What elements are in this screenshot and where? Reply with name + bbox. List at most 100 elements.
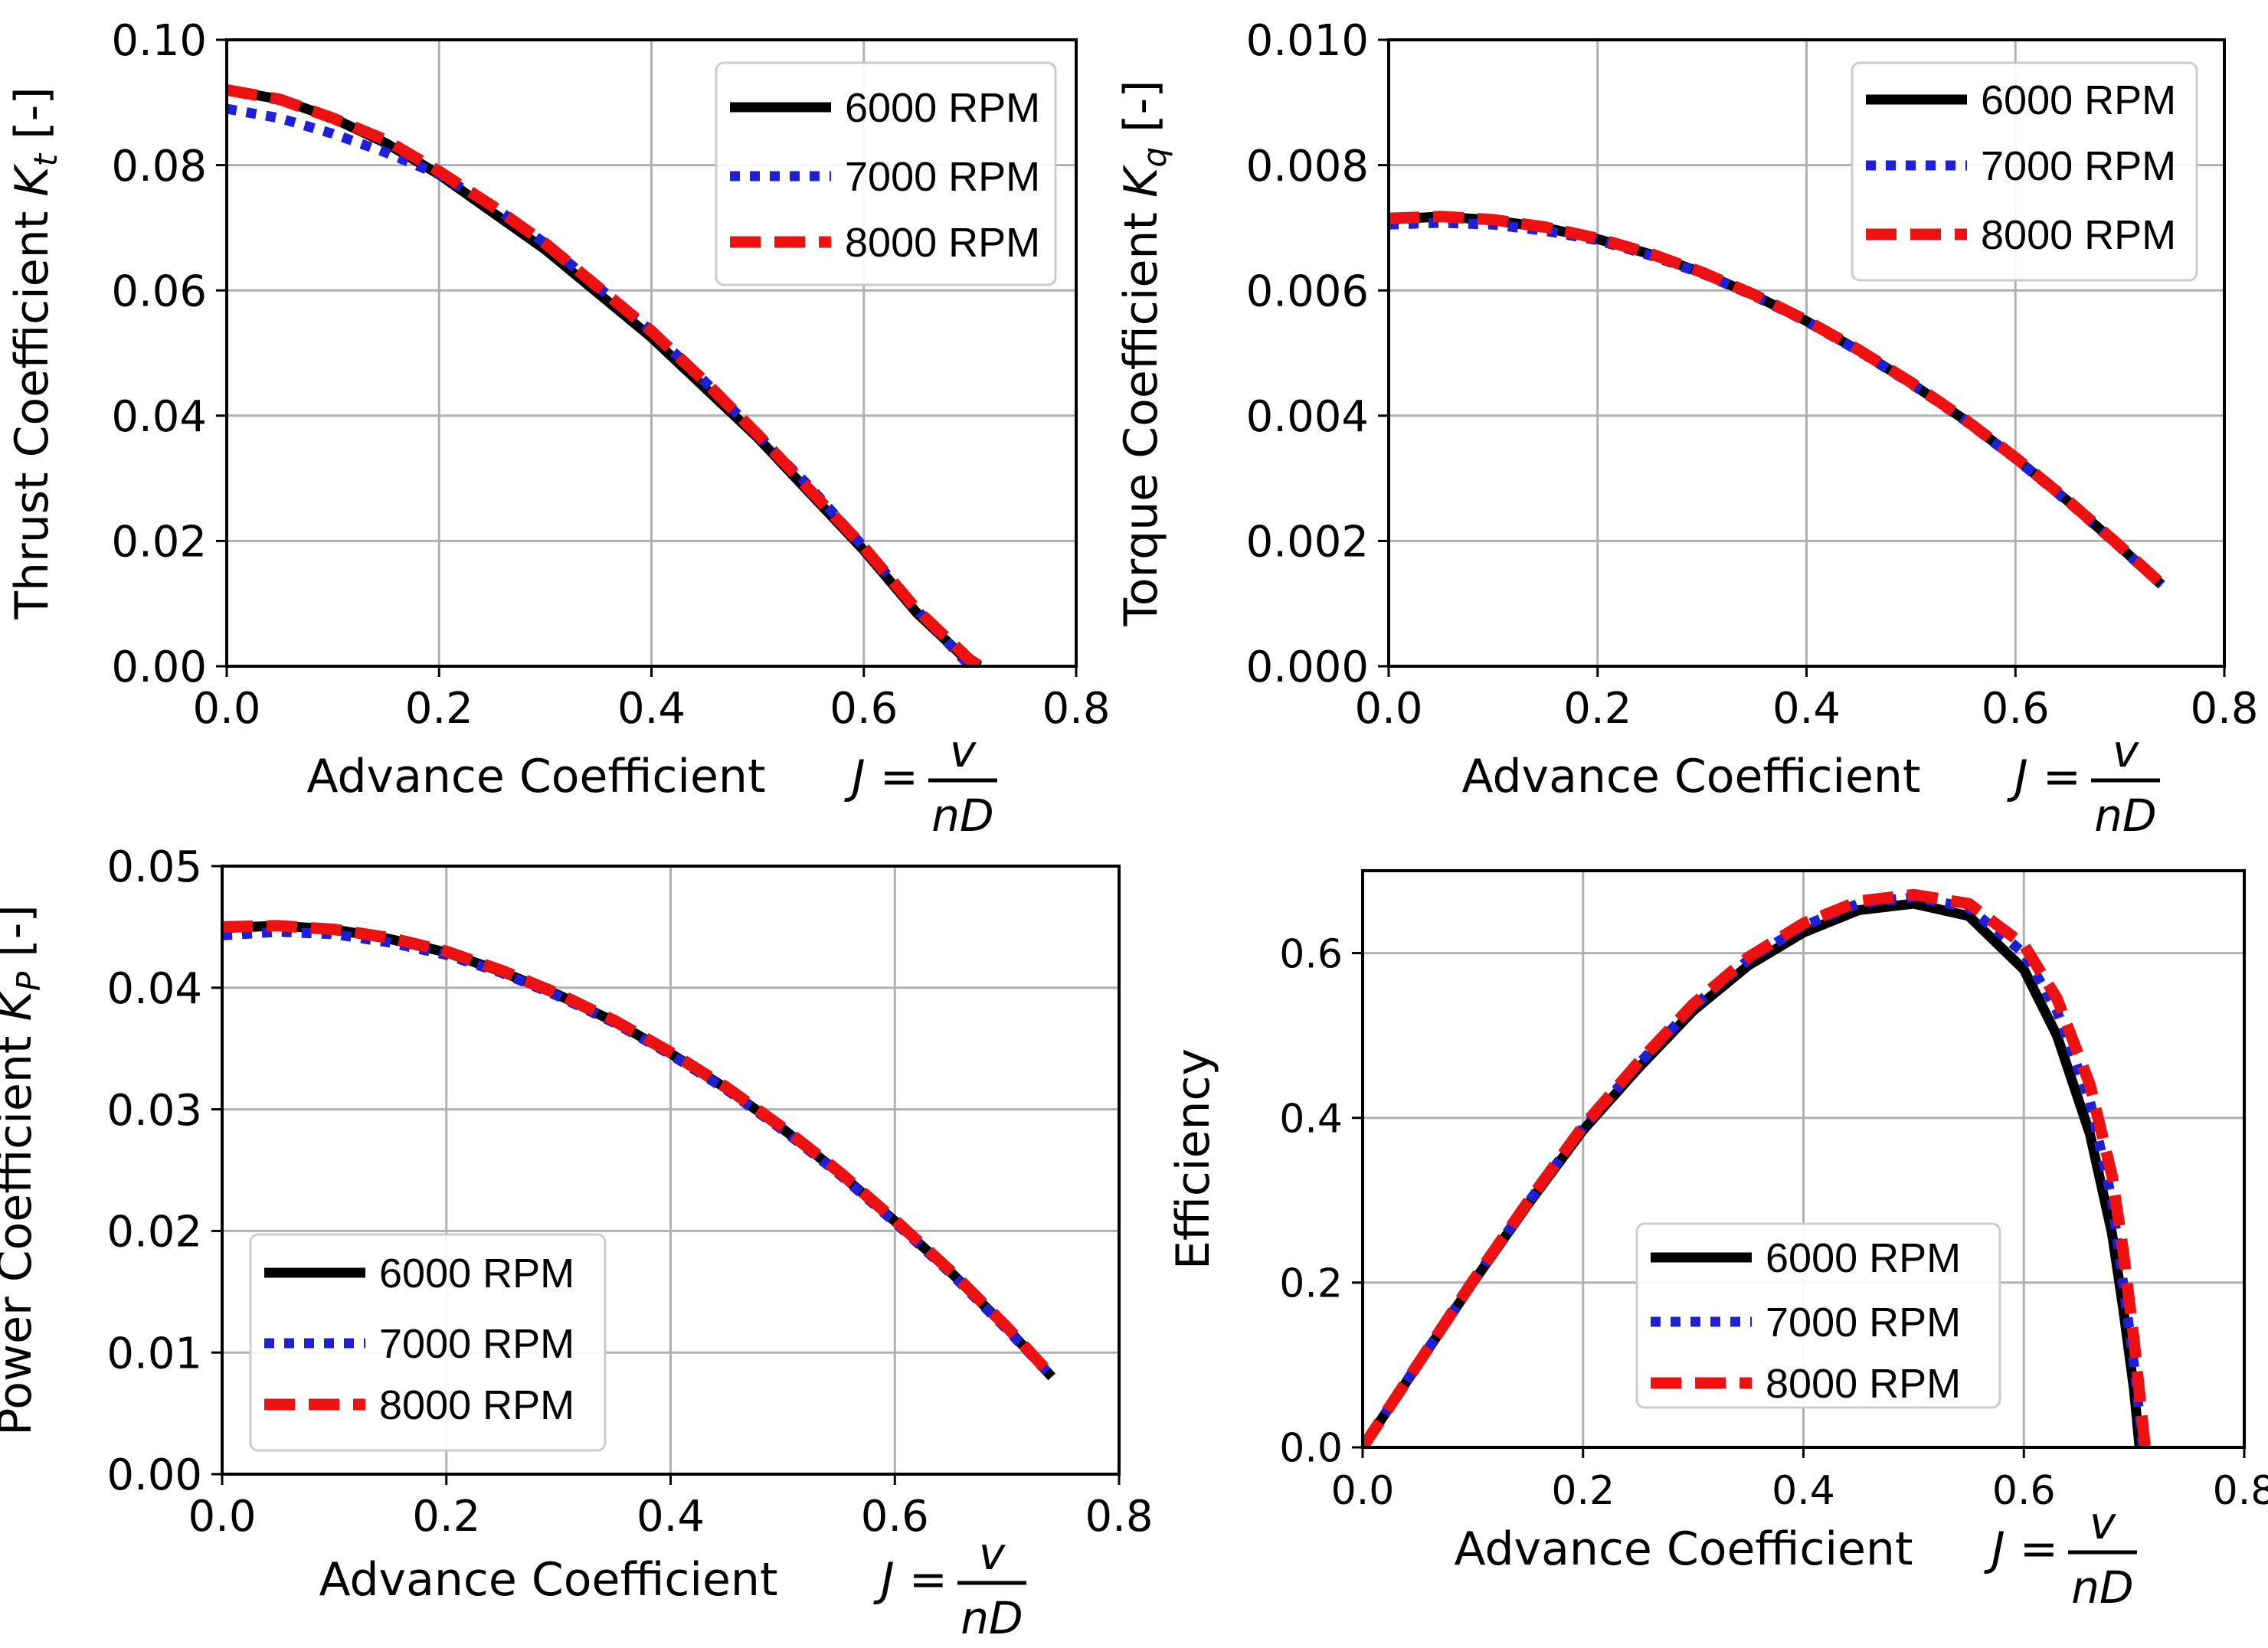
legend: 6000 RPM 7000 RPM 8000 RPM xyxy=(715,61,1057,286)
chart-panel-4: 0.0 0.2 0.4 0.6 0.8 0.0 0.2 0.4 0.6 Advance Coeff… xyxy=(1167,869,2268,1614)
y-tick-label: 0.4 xyxy=(1279,1096,1343,1142)
y-tick-label: 0.02 xyxy=(111,518,207,567)
y-axis-label-text: Power Coefficient xyxy=(0,1022,42,1436)
y-axis-label-unit: [-] xyxy=(0,904,42,972)
formula-lhs: J = xyxy=(873,1553,947,1607)
advance-coefficient-formula: J = v nD xyxy=(2007,725,2160,842)
y-axis-label-symbol: K xyxy=(1114,164,1168,198)
y-axis-label-text: Torque Coefficient xyxy=(1114,198,1168,627)
y-tick-label: 0.06 xyxy=(111,266,207,316)
legend: 6000 RPM 7000 RPM 8000 RPM xyxy=(1635,1222,2001,1409)
y-tick-label: 0.0 xyxy=(1279,1426,1343,1472)
y-tick-label: 0.05 xyxy=(106,842,202,892)
x-axis-label: Advance Coefficient xyxy=(1461,750,1920,803)
y-tick-label: 0.00 xyxy=(106,1450,202,1500)
y-axis-label-text: Efficiency xyxy=(1167,1048,1220,1270)
x-tick-label: 0.6 xyxy=(1982,684,2050,734)
legend-label: 7000 RPM xyxy=(379,1321,574,1367)
x-tick-label: 0.8 xyxy=(2190,684,2258,734)
formula-denominator: nD xyxy=(931,790,993,842)
axes-frame xyxy=(1387,38,2226,668)
x-tick-label: 0.6 xyxy=(861,1492,929,1542)
y-axis-label: Torque Coefficient Kq [-] xyxy=(1114,80,1173,626)
y-tick-label: 0.02 xyxy=(106,1208,202,1257)
legend: 6000 RPM 7000 RPM 8000 RPM xyxy=(1851,61,2198,282)
axes-frame xyxy=(1361,869,2246,1449)
formula-denominator: nD xyxy=(961,1592,1023,1644)
x-tick-label: 0.4 xyxy=(617,684,686,734)
legend-label: 8000 RPM xyxy=(1981,212,2176,258)
y-tick-label: 0.10 xyxy=(111,16,207,66)
formula-numerator: v xyxy=(2090,1497,2117,1549)
formula-denominator: nD xyxy=(2094,790,2156,842)
x-tick-label: 0.6 xyxy=(1992,1468,2056,1514)
formula-lhs: J = xyxy=(844,750,918,804)
x-axis-label: Advance Coefficient xyxy=(306,750,765,803)
legend-label: 7000 RPM xyxy=(1766,1300,1961,1346)
x-tick-label: 0.0 xyxy=(1331,1468,1395,1514)
y-axis-label-unit: [-] xyxy=(1114,80,1168,147)
legend: 6000 RPM 7000 RPM 8000 RPM xyxy=(249,1233,607,1452)
y-axis-label-unit: [-] xyxy=(5,87,59,154)
y-tick-label: 0.006 xyxy=(1246,266,1369,316)
series-line-8000-rpm xyxy=(222,920,1056,1380)
formula-lhs: J = xyxy=(2007,750,2081,804)
x-tick-label: 0.4 xyxy=(637,1492,705,1542)
x-tick-label: 0.4 xyxy=(1772,1468,1835,1514)
legend-box xyxy=(249,1233,607,1452)
y-tick-label: 0.08 xyxy=(111,142,207,191)
chart-panel-3: 0.0 0.2 0.4 0.6 0.8 0.00 0.01 0.02 0.03 0.04 0.05 A… xyxy=(0,842,1154,1644)
legend-label: 8000 RPM xyxy=(1766,1361,1961,1407)
series-line-8000-rpm xyxy=(227,84,984,666)
legend-label: 8000 RPM xyxy=(379,1382,574,1428)
x-tick-label: 0.0 xyxy=(1354,684,1422,734)
y-tick-label: 0.04 xyxy=(106,964,202,1014)
advance-coefficient-formula: J = v nD xyxy=(873,1528,1026,1644)
x-tick-label: 0.2 xyxy=(412,1492,480,1542)
axes-frame xyxy=(225,38,1078,668)
x-tick-label: 0.2 xyxy=(1551,1468,1615,1514)
y-tick-label: 0.03 xyxy=(106,1086,202,1136)
y-axis-label-text: Thrust Coefficient xyxy=(5,197,59,620)
x-tick-label: 0.2 xyxy=(1563,684,1631,734)
y-tick-label: 0.000 xyxy=(1246,643,1369,692)
y-axis-label: Power Coefficient KP [-] xyxy=(0,904,47,1435)
advance-coefficient-formula: J = v nD xyxy=(1984,1497,2137,1614)
y-tick-label: 0.04 xyxy=(111,392,207,442)
chart-panel-2: 0.0 0.2 0.4 0.6 0.8 0.000 0.002 0.004 0.006 0.008… xyxy=(1114,16,2259,842)
legend-label: 7000 RPM xyxy=(1981,143,2176,189)
x-axis-label: Advance Coefficient xyxy=(1454,1522,1913,1576)
formula-lhs: J = xyxy=(1984,1522,2058,1576)
y-axis-label-subscript: q xyxy=(1136,147,1173,168)
y-axis-label-subscript: t xyxy=(27,152,64,166)
y-tick-label: 0.004 xyxy=(1246,392,1369,442)
y-tick-label: 0.6 xyxy=(1279,931,1343,977)
legend-label: 6000 RPM xyxy=(1981,77,2176,123)
x-axis-label: Advance Coefficient xyxy=(319,1553,777,1607)
series-line-8000-rpm xyxy=(1389,211,2166,589)
x-tick-label: 0.4 xyxy=(1772,684,1841,734)
legend-label: 6000 RPM xyxy=(845,85,1040,131)
series-line-8000-rpm xyxy=(1363,888,2151,1447)
formula-numerator: v xyxy=(2113,725,2140,777)
x-tick-label: 0.8 xyxy=(1085,1492,1153,1542)
y-axis-label: Thrust Coefficient Kt [-] xyxy=(5,87,64,620)
y-tick-label: 0.008 xyxy=(1246,142,1369,191)
legend-label: 8000 RPM xyxy=(845,220,1040,266)
legend-box xyxy=(715,61,1057,286)
y-axis-label-symbol: K xyxy=(0,988,42,1022)
chart-panel-1: 0.0 0.2 0.4 0.6 0.8 0.00 0.02 0.04 0.06 0.08 0.10 A… xyxy=(5,16,1111,842)
y-tick-label: 0.01 xyxy=(106,1329,202,1378)
x-tick-label: 0.8 xyxy=(1042,684,1110,734)
y-axis-label-symbol: K xyxy=(5,163,59,197)
axes-frame xyxy=(221,865,1121,1476)
advance-coefficient-formula: J = v nD xyxy=(844,725,997,842)
x-tick-label: 0.6 xyxy=(830,684,898,734)
x-tick-label: 0.8 xyxy=(2213,1468,2268,1514)
formula-numerator: v xyxy=(950,725,977,777)
formula-numerator: v xyxy=(979,1528,1006,1580)
y-tick-label: 0.00 xyxy=(111,643,207,692)
y-axis-label: Efficiency xyxy=(1167,1048,1220,1270)
legend-label: 7000 RPM xyxy=(845,154,1040,200)
